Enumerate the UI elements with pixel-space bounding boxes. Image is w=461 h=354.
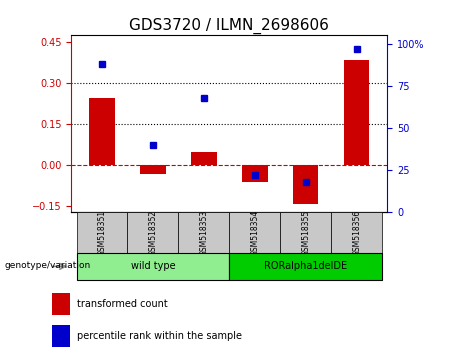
Bar	[89, 98, 115, 165]
Bar	[280, 212, 331, 253]
Text: GSM518355: GSM518355	[301, 210, 310, 256]
Bar	[230, 253, 382, 280]
Bar	[191, 153, 217, 165]
Bar	[178, 212, 230, 253]
Text: GSM518351: GSM518351	[98, 210, 106, 256]
Bar	[293, 165, 319, 204]
Text: percentile rank within the sample: percentile rank within the sample	[77, 331, 242, 341]
Bar	[140, 165, 165, 174]
Bar	[52, 293, 70, 315]
Text: genotype/variation: genotype/variation	[5, 261, 91, 269]
Title: GDS3720 / ILMN_2698606: GDS3720 / ILMN_2698606	[130, 18, 329, 34]
Text: GSM518352: GSM518352	[148, 210, 158, 256]
Bar	[230, 212, 280, 253]
Bar	[128, 212, 178, 253]
Bar	[344, 60, 369, 165]
Text: GSM518354: GSM518354	[250, 210, 260, 256]
Bar	[77, 212, 128, 253]
Bar	[77, 253, 230, 280]
Bar	[52, 325, 70, 347]
Text: RORalpha1delDE: RORalpha1delDE	[264, 261, 347, 272]
Bar	[331, 212, 382, 253]
Text: transformed count: transformed count	[77, 299, 168, 309]
Bar	[242, 165, 267, 182]
Text: wild type: wild type	[130, 261, 175, 272]
Text: GSM518353: GSM518353	[199, 210, 208, 256]
Text: GSM518356: GSM518356	[352, 210, 361, 256]
